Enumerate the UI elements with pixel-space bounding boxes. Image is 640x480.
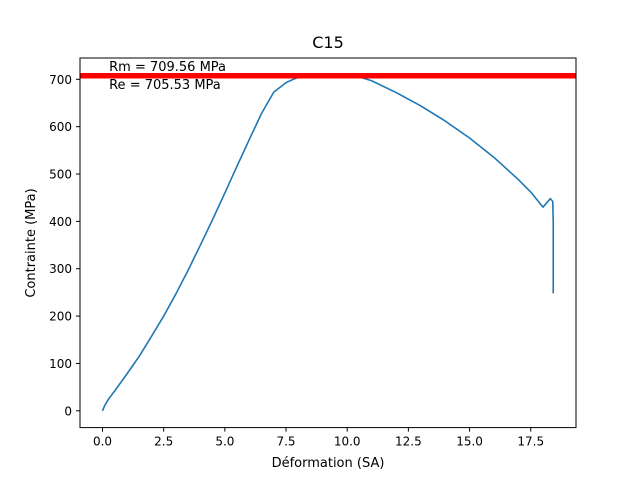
y-tick-label: 100 (49, 357, 72, 371)
y-tick-label: 0 (64, 404, 72, 418)
y-tick-label: 300 (49, 262, 72, 276)
series-layer (101, 73, 555, 412)
re-annotation: Re = 705.53 MPa (109, 78, 221, 93)
x-tick-label: 12.5 (395, 435, 422, 449)
x-tick-label: 2.5 (154, 435, 173, 449)
y-tick-label: 200 (49, 310, 72, 324)
plot-area: Rm = 709.56 MPa Re = 705.53 MPa (79, 57, 577, 429)
x-axis: 0.0 2.5 5.0 7.5 10.0 12.5 15.0 17.5 (93, 427, 544, 449)
annotations: Rm = 709.56 MPa Re = 705.53 MPa (109, 60, 226, 93)
x-tick-label: 15.0 (456, 435, 483, 449)
x-tick-label: 5.0 (215, 435, 234, 449)
y-axis-label: Contrainte (MPa) (24, 188, 39, 297)
y-tick-label: 700 (49, 73, 72, 87)
x-tick-label: 7.5 (276, 435, 295, 449)
x-tick-label: 0.0 (93, 435, 112, 449)
reference-lines (80, 72, 576, 79)
chart-title: C15 (312, 33, 344, 52)
y-tick-label: 500 (49, 168, 72, 182)
plot-frame (79, 57, 577, 429)
x-tick-label: 17.5 (517, 435, 544, 449)
x-tick-label: 10.0 (334, 435, 361, 449)
rm-annotation: Rm = 709.56 MPa (109, 60, 226, 75)
y-tick-label: 600 (49, 120, 72, 134)
series-line-0 (101, 73, 555, 412)
y-tick-label: 400 (49, 215, 72, 229)
y-axis: 0 100 200 300 400 500 600 700 (49, 73, 80, 418)
x-axis-label: Déformation (SA) (272, 456, 385, 471)
